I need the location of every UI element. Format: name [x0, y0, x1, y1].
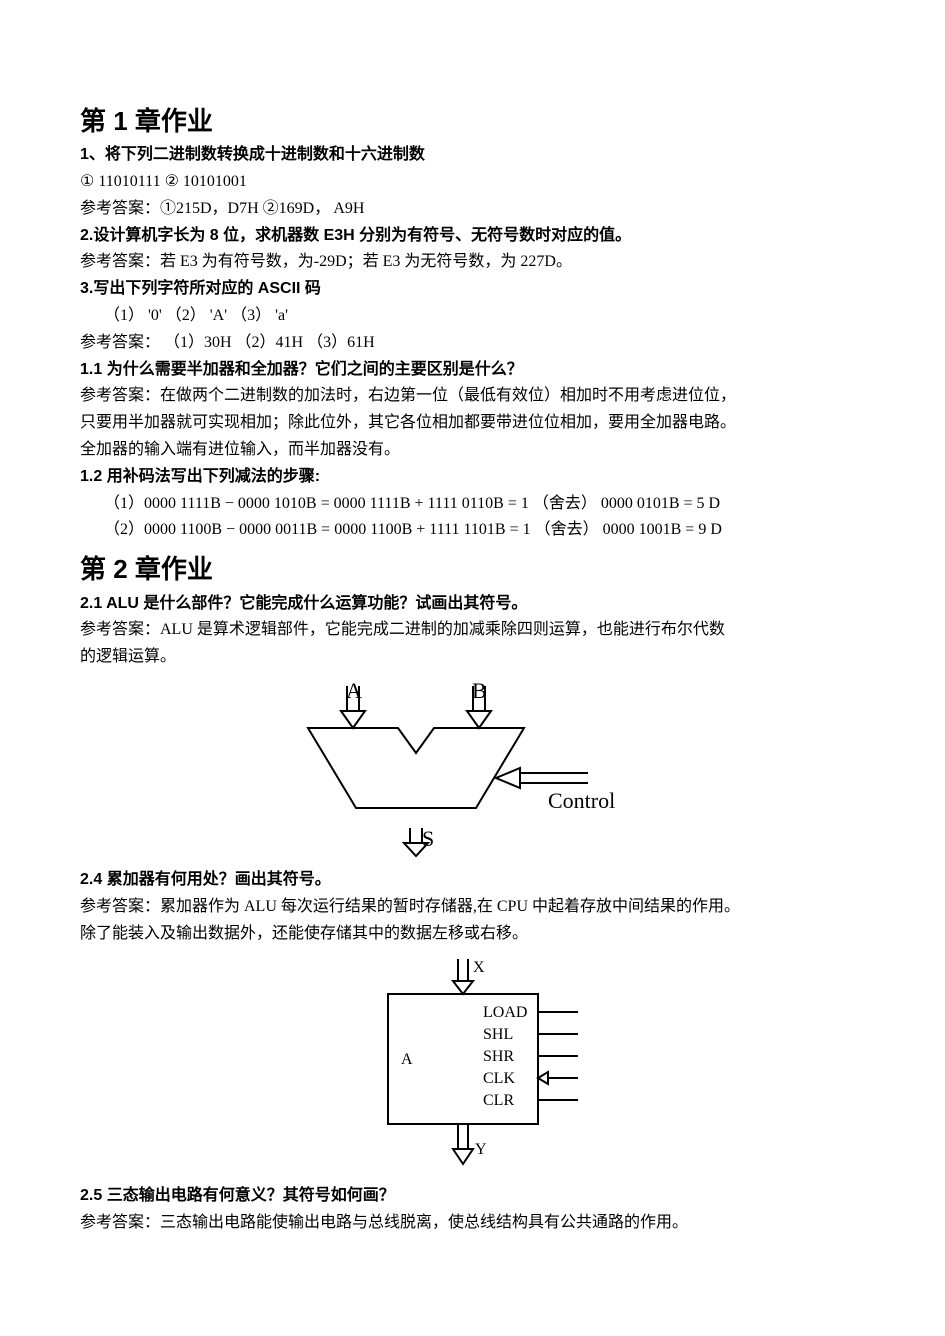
svg-text:SHL: SHL [483, 1026, 513, 1043]
svg-text:S: S [422, 826, 434, 851]
q25-answer-line1: 参考答案：三态输出电路能使输出电路与总线脱离，使总线结构具有公共通路的作用。 [80, 1211, 865, 1236]
q24-heading: 2.4 累加器有何用处？画出其符号。 [80, 868, 865, 893]
svg-text:Y: Y [475, 1141, 487, 1158]
q21-heading: 2.1 ALU 是什么部件？它能完成什么运算功能？试画出其符号。 [80, 592, 865, 617]
q21-answer-line2: 的逻辑运算。 [80, 645, 865, 670]
q24-answer-line2: 除了能装入及输出数据外，还能使存储其中的数据左移或右移。 [80, 922, 865, 947]
q12-heading: 1.2 用补码法写出下列减法的步骤: [80, 465, 865, 490]
q12-line1: （1）0000 1111B − 0000 1010B = 0000 1111B … [80, 492, 865, 517]
svg-text:A: A [346, 678, 362, 703]
q2-heading: 2.设计算机字长为 8 位，求机器数 E3H 分别为有符号、无符号数时对应的值。 [80, 224, 865, 249]
svg-text:B: B [472, 678, 487, 703]
q3-answer: 参考答案： （1）30H （2）41H （3）61H [80, 331, 865, 356]
accumulator-diagram-wrap: LOAD SHL SHR CLK CLR X Y A [80, 954, 865, 1174]
q11-answer-line1: 参考答案：在做两个二进制数的加法时，右边第一位（最低有效位）相加时不用考虑进位位… [80, 384, 865, 409]
q3-heading: 3.写出下列字符所对应的 ASCII 码 [80, 277, 865, 302]
q2-answer: 参考答案：若 E3 为有符号数，为-29D；若 E3 为无符号数，为 227D。 [80, 250, 865, 275]
svg-text:A: A [401, 1051, 413, 1068]
svg-text:CLK: CLK [483, 1070, 515, 1087]
alu-diagram-wrap: A B S Control [80, 678, 865, 858]
q12-line2: （2）0000 1100B − 0000 0011B = 0000 1100B … [80, 518, 865, 543]
q11-answer-line2: 只要用半加器就可实现相加；除此位外，其它各位相加都要带进位位相加，要用全加器电路… [80, 411, 865, 436]
svg-text:X: X [473, 959, 485, 976]
q3-items: （1） '0' （2） 'A' （3） 'a' [80, 304, 865, 329]
q1-heading: 1、将下列二进制数转换成十进制数和十六进制数 [80, 143, 865, 168]
q11-answer-line3: 全加器的输入端有进位输入，而半加器没有。 [80, 438, 865, 463]
chapter1-title: 第 1 章作业 [80, 101, 865, 141]
svg-text:Control: Control [548, 788, 615, 813]
alu-diagram: A B S Control [288, 678, 658, 858]
q11-heading: 1.1 为什么需要半加器和全加器？它们之间的主要区别是什么？ [80, 358, 865, 383]
svg-text:CLR: CLR [483, 1092, 514, 1109]
accumulator-diagram: LOAD SHL SHR CLK CLR X Y A [343, 954, 603, 1174]
q1-answer: 参考答案：①215D，D7H ②169D， A9H [80, 197, 865, 222]
chapter2-title: 第 2 章作业 [80, 549, 865, 589]
svg-text:SHR: SHR [483, 1048, 514, 1065]
svg-text:LOAD: LOAD [483, 1004, 527, 1021]
q25-heading: 2.5 三态输出电路有何意义？其符号如何画？ [80, 1184, 865, 1209]
q21-answer-line1: 参考答案：ALU 是算术逻辑部件，它能完成二进制的加减乘除四则运算，也能进行布尔… [80, 618, 865, 643]
q24-answer-line1: 参考答案：累加器作为 ALU 每次运行结果的暂时存储器,在 CPU 中起着存放中… [80, 895, 865, 920]
q1-items: ① 11010111 ② 10101001 [80, 170, 865, 195]
